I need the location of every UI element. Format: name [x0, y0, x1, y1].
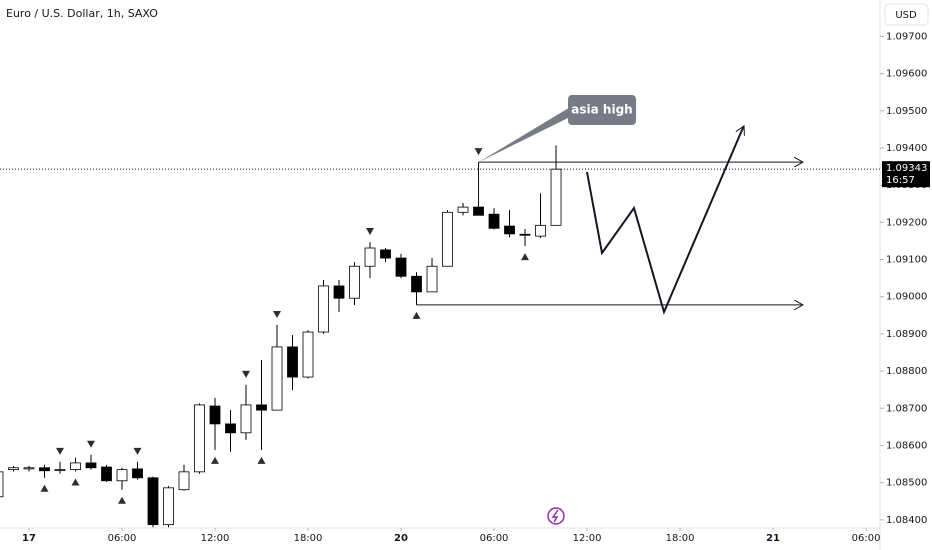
event-icon-bolt [551, 509, 559, 523]
fractal-high [366, 228, 375, 236]
candle-body [23, 467, 35, 470]
y-tick-label: 1.09500 [886, 106, 927, 117]
candle-body [426, 265, 438, 293]
y-tick-label: 1.09200 [886, 217, 927, 228]
fractal-low [412, 311, 421, 319]
y-tick-label: 1.08500 [886, 478, 927, 489]
candle-body [116, 469, 128, 482]
candle-body [411, 275, 422, 293]
callout-pointer [479, 106, 572, 162]
candle-body [225, 423, 236, 434]
fractal-low [40, 484, 49, 492]
chart-title: Euro / U.S. Dollar, 1h, SAXO [6, 7, 158, 20]
projection-path [586, 129, 743, 315]
candle-body [550, 168, 562, 226]
x-tick-label: 06:00 [852, 533, 881, 544]
candle-body [302, 331, 314, 378]
candle-body [70, 462, 81, 471]
drawings [479, 106, 744, 315]
candle-body [101, 466, 112, 482]
callout-text: asia high [571, 103, 632, 117]
candle-body [504, 225, 515, 235]
fractal-low [257, 456, 266, 464]
fractal-high [86, 440, 95, 448]
candle-body [132, 468, 143, 479]
fractal-low [211, 456, 220, 464]
candle-body [333, 285, 345, 299]
candle-body [39, 467, 50, 472]
plot-area [0, 145, 562, 528]
x-tick-label: 12:00 [573, 533, 602, 544]
countdown-label: 16:57 [886, 175, 915, 186]
fractal-high [474, 148, 483, 156]
candle-body [349, 265, 360, 299]
y-tick-label: 1.09100 [886, 255, 927, 266]
callout-box [568, 95, 636, 125]
x-tick-label: 18:00 [666, 533, 695, 544]
candle-body [8, 467, 19, 471]
candle-body [318, 285, 329, 333]
candle-body [163, 487, 174, 526]
candle-body [0, 471, 4, 498]
x-tick-label: 17 [22, 533, 36, 544]
candle-body [488, 213, 500, 229]
x-tick-label: 20 [394, 533, 408, 544]
fractal-high [55, 447, 64, 455]
y-tick-label: 1.09000 [886, 292, 927, 303]
y-tick-label: 1.09700 [886, 31, 927, 42]
y-tick-label: 1.08400 [886, 515, 927, 526]
candle-body [209, 405, 221, 425]
x-tick-label: 12:00 [201, 533, 230, 544]
fractal-low [117, 496, 126, 504]
fractal-low [71, 478, 80, 486]
fractal-high [273, 310, 282, 318]
last-price-label: 1.09343 [886, 163, 927, 174]
candle-body [54, 469, 66, 472]
candle-body [473, 206, 484, 216]
y-tick-label: 1.09600 [886, 69, 927, 80]
currency-button[interactable] [884, 3, 929, 26]
candle-body [271, 346, 283, 411]
y-tick-label: 1.08800 [886, 366, 927, 377]
projection-arrow [742, 126, 744, 130]
candle-body [535, 224, 546, 237]
candle-body [519, 233, 531, 236]
candle-body [147, 477, 159, 526]
x-tick-label: 06:00 [108, 533, 137, 544]
candle-body [85, 462, 97, 469]
candle-body [442, 211, 453, 267]
currency-label[interactable]: USD [895, 10, 917, 21]
y-tick-label: 1.08900 [886, 329, 927, 340]
y-tick-label: 1.08600 [886, 440, 927, 451]
x-tick-label: 06:00 [480, 533, 509, 544]
x-tick-label: 18:00 [294, 533, 323, 544]
event-icon[interactable] [547, 507, 565, 525]
y-tick-label: 1.09400 [886, 143, 927, 154]
candle-body [380, 249, 391, 259]
last-price-box [882, 161, 930, 188]
candle-body [457, 206, 469, 213]
x-tick-label: 21 [766, 533, 780, 544]
candle-body [194, 404, 205, 473]
fractal-high [242, 370, 251, 378]
candle-body [364, 247, 376, 267]
candle-body [256, 404, 267, 411]
fractal-low [521, 253, 530, 261]
candle-body [240, 404, 252, 434]
candle-body [395, 257, 407, 277]
candle-body [178, 471, 190, 491]
fractal-high [133, 447, 142, 455]
candle-body [287, 346, 298, 378]
y-tick-label: 1.08700 [886, 403, 927, 414]
